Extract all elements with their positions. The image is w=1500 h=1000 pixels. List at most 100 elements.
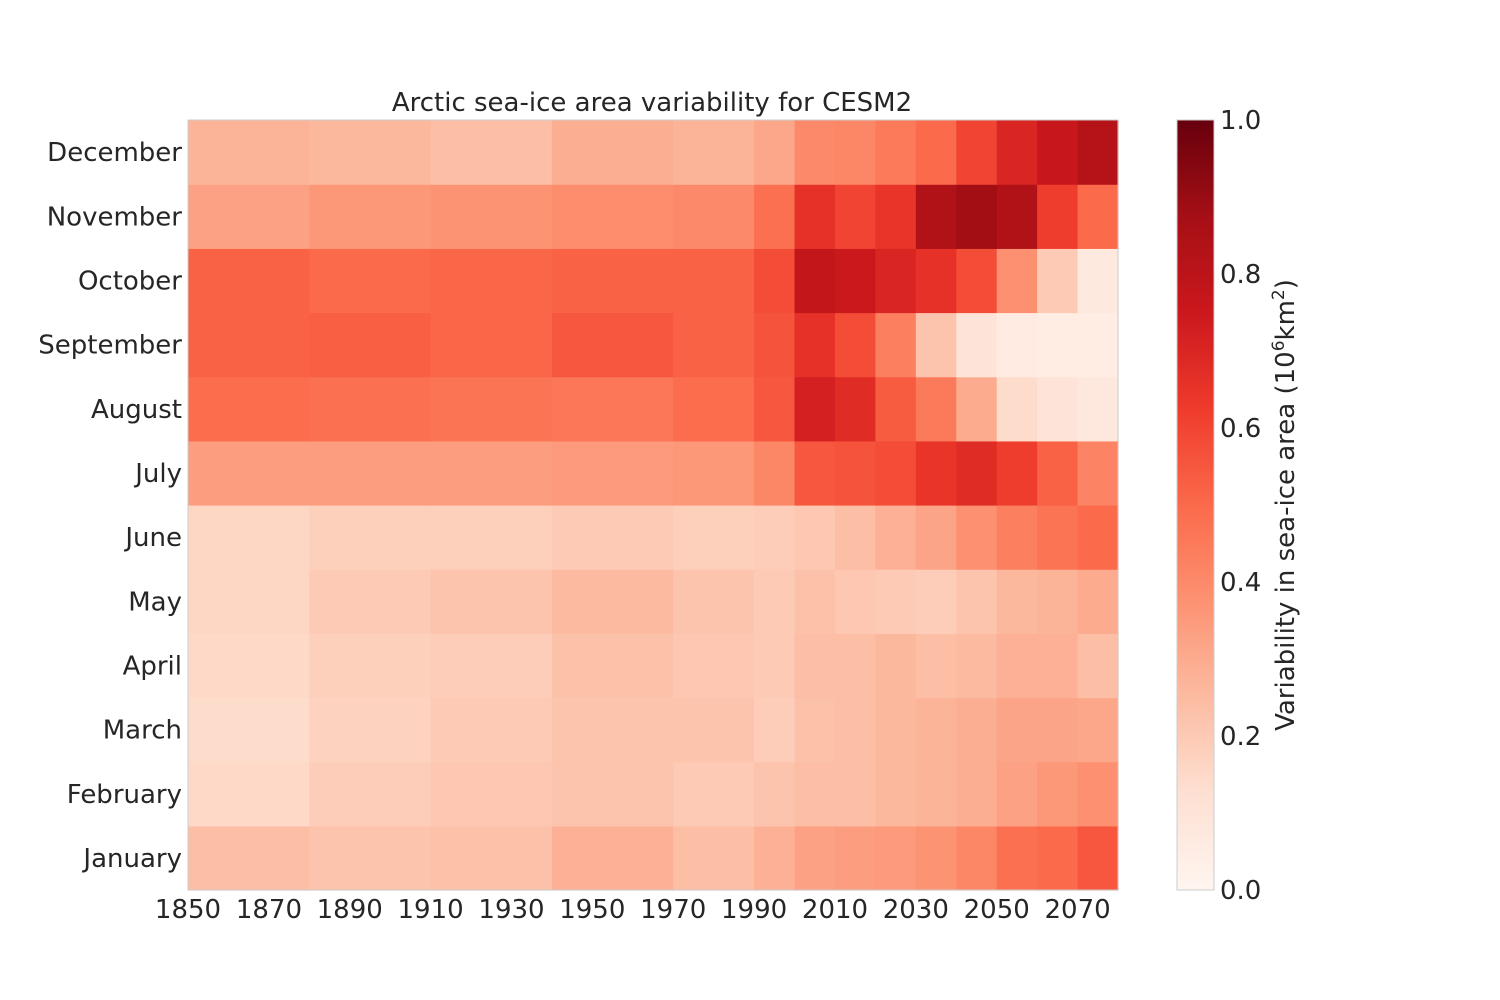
- heatmap-cell: [915, 120, 957, 185]
- heatmap-cell: [754, 633, 796, 699]
- heatmap-cell: [1077, 376, 1119, 442]
- heatmap-cell: [430, 184, 553, 249]
- heatmap-cell: [673, 569, 755, 634]
- heatmap-cell: [875, 312, 917, 378]
- heatmap-cell: [430, 633, 553, 699]
- heatmap-cell: [1037, 633, 1079, 699]
- heatmap-cell: [915, 697, 957, 763]
- heatmap-cell: [875, 120, 917, 185]
- heatmap-cell: [1037, 248, 1079, 314]
- heatmap-cell: [754, 569, 796, 634]
- colorbar: [1176, 119, 1215, 891]
- heatmap-cell: [188, 312, 310, 378]
- heatmap-cell: [551, 633, 674, 699]
- heatmap-cell: [956, 633, 998, 699]
- heatmap-cell: [430, 376, 553, 442]
- x-tick-label: 2050: [964, 895, 1030, 925]
- heatmap-cell: [794, 312, 836, 378]
- heatmap-cell: [1077, 697, 1119, 763]
- heatmap-cell: [1077, 248, 1119, 314]
- heatmap-cell: [956, 825, 998, 891]
- heatmap-cell: [551, 120, 674, 185]
- colorbar-label-mid: km: [1271, 300, 1301, 340]
- heatmap-cell: [551, 569, 674, 634]
- heatmap-cell: [1077, 440, 1119, 506]
- y-tick-label: April: [123, 651, 182, 681]
- heatmap-cell: [1077, 633, 1119, 699]
- heatmap-cell: [430, 761, 553, 827]
- heatmap-cell: [1037, 761, 1079, 827]
- heatmap-cell: [309, 312, 432, 378]
- heatmap-cell: [794, 825, 836, 891]
- heatmap-cell: [794, 376, 836, 442]
- heatmap-cell: [1077, 825, 1119, 891]
- heatmap-cell: [430, 569, 553, 634]
- heatmap-cell: [834, 633, 876, 699]
- heatmap-cell: [309, 184, 432, 249]
- y-tick-label: September: [38, 331, 182, 361]
- heatmap-cell: [551, 184, 674, 249]
- heatmap-cell: [875, 376, 917, 442]
- heatmap-cell: [673, 312, 755, 378]
- heatmap-cell: [754, 248, 796, 314]
- heatmap-cell: [188, 376, 310, 442]
- x-tick-label: 1870: [236, 895, 302, 925]
- heatmap-cell: [794, 569, 836, 634]
- x-tick-label: 2070: [1045, 895, 1111, 925]
- heatmap-cell: [754, 312, 796, 378]
- heatmap-cell: [956, 505, 998, 570]
- heatmap-cell: [996, 312, 1038, 378]
- heatmap-cell: [794, 120, 836, 185]
- heatmap-cell: [430, 312, 553, 378]
- heatmap-cell: [551, 505, 674, 570]
- heatmap-cell: [915, 376, 957, 442]
- heatmap-cell: [915, 184, 957, 249]
- heatmap-cell: [188, 569, 310, 634]
- heatmap-cell: [956, 440, 998, 506]
- heatmap-cell: [430, 248, 553, 314]
- x-tick-label: 1950: [559, 895, 625, 925]
- heatmap-cell: [996, 184, 1038, 249]
- heatmap-cell: [673, 120, 755, 185]
- heatmap-cell: [915, 569, 957, 634]
- heatmap-cell: [673, 697, 755, 763]
- heatmap-cell: [875, 697, 917, 763]
- colorbar-tick-label: 0.2: [1220, 722, 1261, 752]
- heatmap-cell: [188, 248, 310, 314]
- heatmap-cell: [834, 569, 876, 634]
- heatmap-cell: [834, 761, 876, 827]
- heatmap-cell: [754, 184, 796, 249]
- heatmap-cell: [1037, 440, 1079, 506]
- heatmap-cell: [754, 825, 796, 891]
- heatmap-cell: [915, 633, 957, 699]
- heatmap-cell: [875, 505, 917, 570]
- heatmap-cell: [1037, 569, 1079, 634]
- heatmap-cell: [875, 248, 917, 314]
- heatmap-cell: [309, 440, 432, 506]
- colorbar-tick-label: 0.8: [1220, 260, 1261, 290]
- x-tick-label: 1890: [317, 895, 383, 925]
- heatmap-cell: [188, 761, 310, 827]
- heatmap-cell: [956, 697, 998, 763]
- heatmap-cell: [1077, 184, 1119, 249]
- x-tick-label: 1910: [398, 895, 464, 925]
- heatmap-cell: [1037, 697, 1079, 763]
- heatmap-cell: [834, 184, 876, 249]
- heatmap-cell: [551, 761, 674, 827]
- y-tick-label: February: [67, 780, 182, 810]
- x-tick-label: 1930: [478, 895, 544, 925]
- heatmap-cell: [188, 184, 310, 249]
- heatmap-cell: [551, 825, 674, 891]
- heatmap-cell: [875, 633, 917, 699]
- chart-title: Arctic sea-ice area variability for CESM…: [392, 88, 912, 118]
- heatmap-cell: [875, 440, 917, 506]
- heatmap-cell: [794, 505, 836, 570]
- heatmap-cell: [1077, 312, 1119, 378]
- plot-frame: [187, 119, 1119, 891]
- heatmap-cell: [673, 440, 755, 506]
- heatmap-cell: [673, 376, 755, 442]
- heatmap-cell: [834, 312, 876, 378]
- heatmap-cell: [673, 505, 755, 570]
- y-tick-label: June: [123, 523, 182, 553]
- heatmap-cell: [673, 248, 755, 314]
